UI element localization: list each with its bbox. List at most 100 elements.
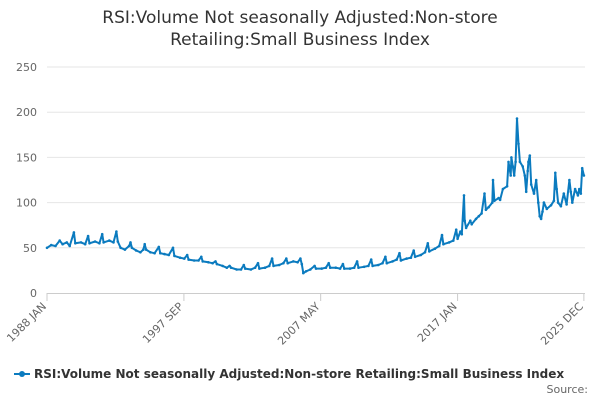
data-point — [299, 257, 302, 260]
data-point — [381, 261, 384, 265]
data-point — [352, 266, 356, 270]
data-point — [538, 214, 541, 218]
x-tick-label: 1997 SEP — [140, 300, 186, 346]
chart-title-line-1: RSI:Volume Not seasonally Adjusted:Non-s… — [102, 8, 498, 28]
data-point — [398, 251, 401, 255]
data-point — [201, 260, 204, 263]
data-point — [413, 255, 417, 259]
data-point — [116, 240, 120, 243]
data-point — [300, 262, 304, 266]
data-point — [268, 264, 271, 268]
data-point — [517, 142, 520, 146]
data-point — [302, 271, 305, 275]
x-tick-label: 2007 MAY — [275, 300, 323, 348]
data-point — [173, 254, 176, 258]
y-tick-label: 50 — [23, 242, 37, 255]
data-point — [569, 190, 573, 194]
data-point — [285, 257, 288, 260]
data-point — [505, 185, 509, 188]
data-point — [79, 241, 83, 244]
data-point — [463, 219, 467, 222]
data-point — [313, 264, 316, 268]
data-point — [187, 258, 190, 261]
x-tick-label: 2025 DEC — [538, 300, 586, 348]
data-point — [242, 263, 246, 267]
data-point — [272, 264, 275, 268]
data-point — [225, 266, 229, 270]
data-point — [65, 241, 69, 244]
data-point — [54, 244, 57, 248]
data-point — [385, 261, 389, 265]
data-point — [338, 267, 342, 270]
data-point — [528, 154, 532, 157]
data-point — [215, 262, 219, 266]
data-point — [348, 267, 352, 270]
data-point — [524, 190, 528, 194]
data-point — [357, 266, 360, 270]
data-point — [83, 242, 87, 246]
data-point — [565, 203, 568, 206]
data-point — [207, 261, 210, 264]
data-point — [554, 171, 557, 175]
data-point — [480, 212, 483, 215]
data-point — [256, 261, 260, 265]
data-point — [539, 217, 543, 221]
data-point — [497, 196, 500, 200]
data-point — [391, 260, 394, 263]
data-point — [144, 248, 148, 251]
data-point — [221, 264, 224, 268]
data-point — [142, 248, 145, 251]
data-point — [93, 240, 97, 243]
data-point — [159, 251, 162, 255]
data-point — [512, 174, 516, 177]
data-point — [576, 194, 580, 197]
data-point — [249, 268, 253, 271]
data-point — [491, 178, 495, 182]
legend[interactable]: RSI:Volume Not seasonally Adjusted:Non-s… — [14, 365, 564, 383]
data-point — [327, 261, 331, 265]
data-point — [552, 199, 556, 203]
data-point — [493, 199, 496, 203]
data-point — [362, 265, 366, 269]
y-tick-label: 200 — [16, 106, 37, 119]
data-point — [74, 242, 77, 245]
data-point — [514, 160, 517, 164]
data-point — [545, 207, 549, 211]
data-point — [258, 267, 261, 270]
data-point — [115, 230, 118, 233]
legend-label: RSI:Volume Not seasonally Adjusted:Non-s… — [34, 367, 565, 381]
data-point — [526, 169, 529, 173]
data-point — [491, 201, 494, 204]
data-point — [573, 187, 577, 191]
data-point — [157, 245, 161, 249]
data-point — [270, 257, 274, 260]
data-point — [542, 201, 546, 204]
data-point — [509, 174, 512, 177]
data-point — [292, 260, 295, 263]
data-point — [428, 250, 431, 253]
data-point — [511, 165, 515, 168]
data-point — [419, 253, 423, 257]
data-point — [235, 268, 238, 271]
chart-title: RSI:Volume Not seasonally Adjusted:Non-s… — [0, 7, 600, 51]
x-tick-label: 2017 JAN — [415, 300, 460, 345]
data-point — [61, 242, 64, 246]
data-point — [119, 246, 122, 250]
data-point — [487, 205, 491, 209]
axes — [46, 293, 585, 301]
data-point — [343, 267, 346, 270]
data-point — [88, 242, 91, 245]
y-tick-label: 100 — [16, 197, 37, 210]
data-point — [143, 242, 146, 246]
data-point — [134, 249, 138, 252]
data-point — [377, 263, 380, 267]
data-point — [578, 187, 581, 191]
data-point — [460, 232, 464, 236]
y-tick-label: 150 — [16, 151, 37, 164]
data-point — [139, 251, 142, 254]
data-point — [228, 264, 231, 268]
data-point — [579, 192, 583, 195]
data-point — [149, 251, 152, 254]
data-point — [437, 244, 441, 248]
data-point — [296, 261, 299, 264]
